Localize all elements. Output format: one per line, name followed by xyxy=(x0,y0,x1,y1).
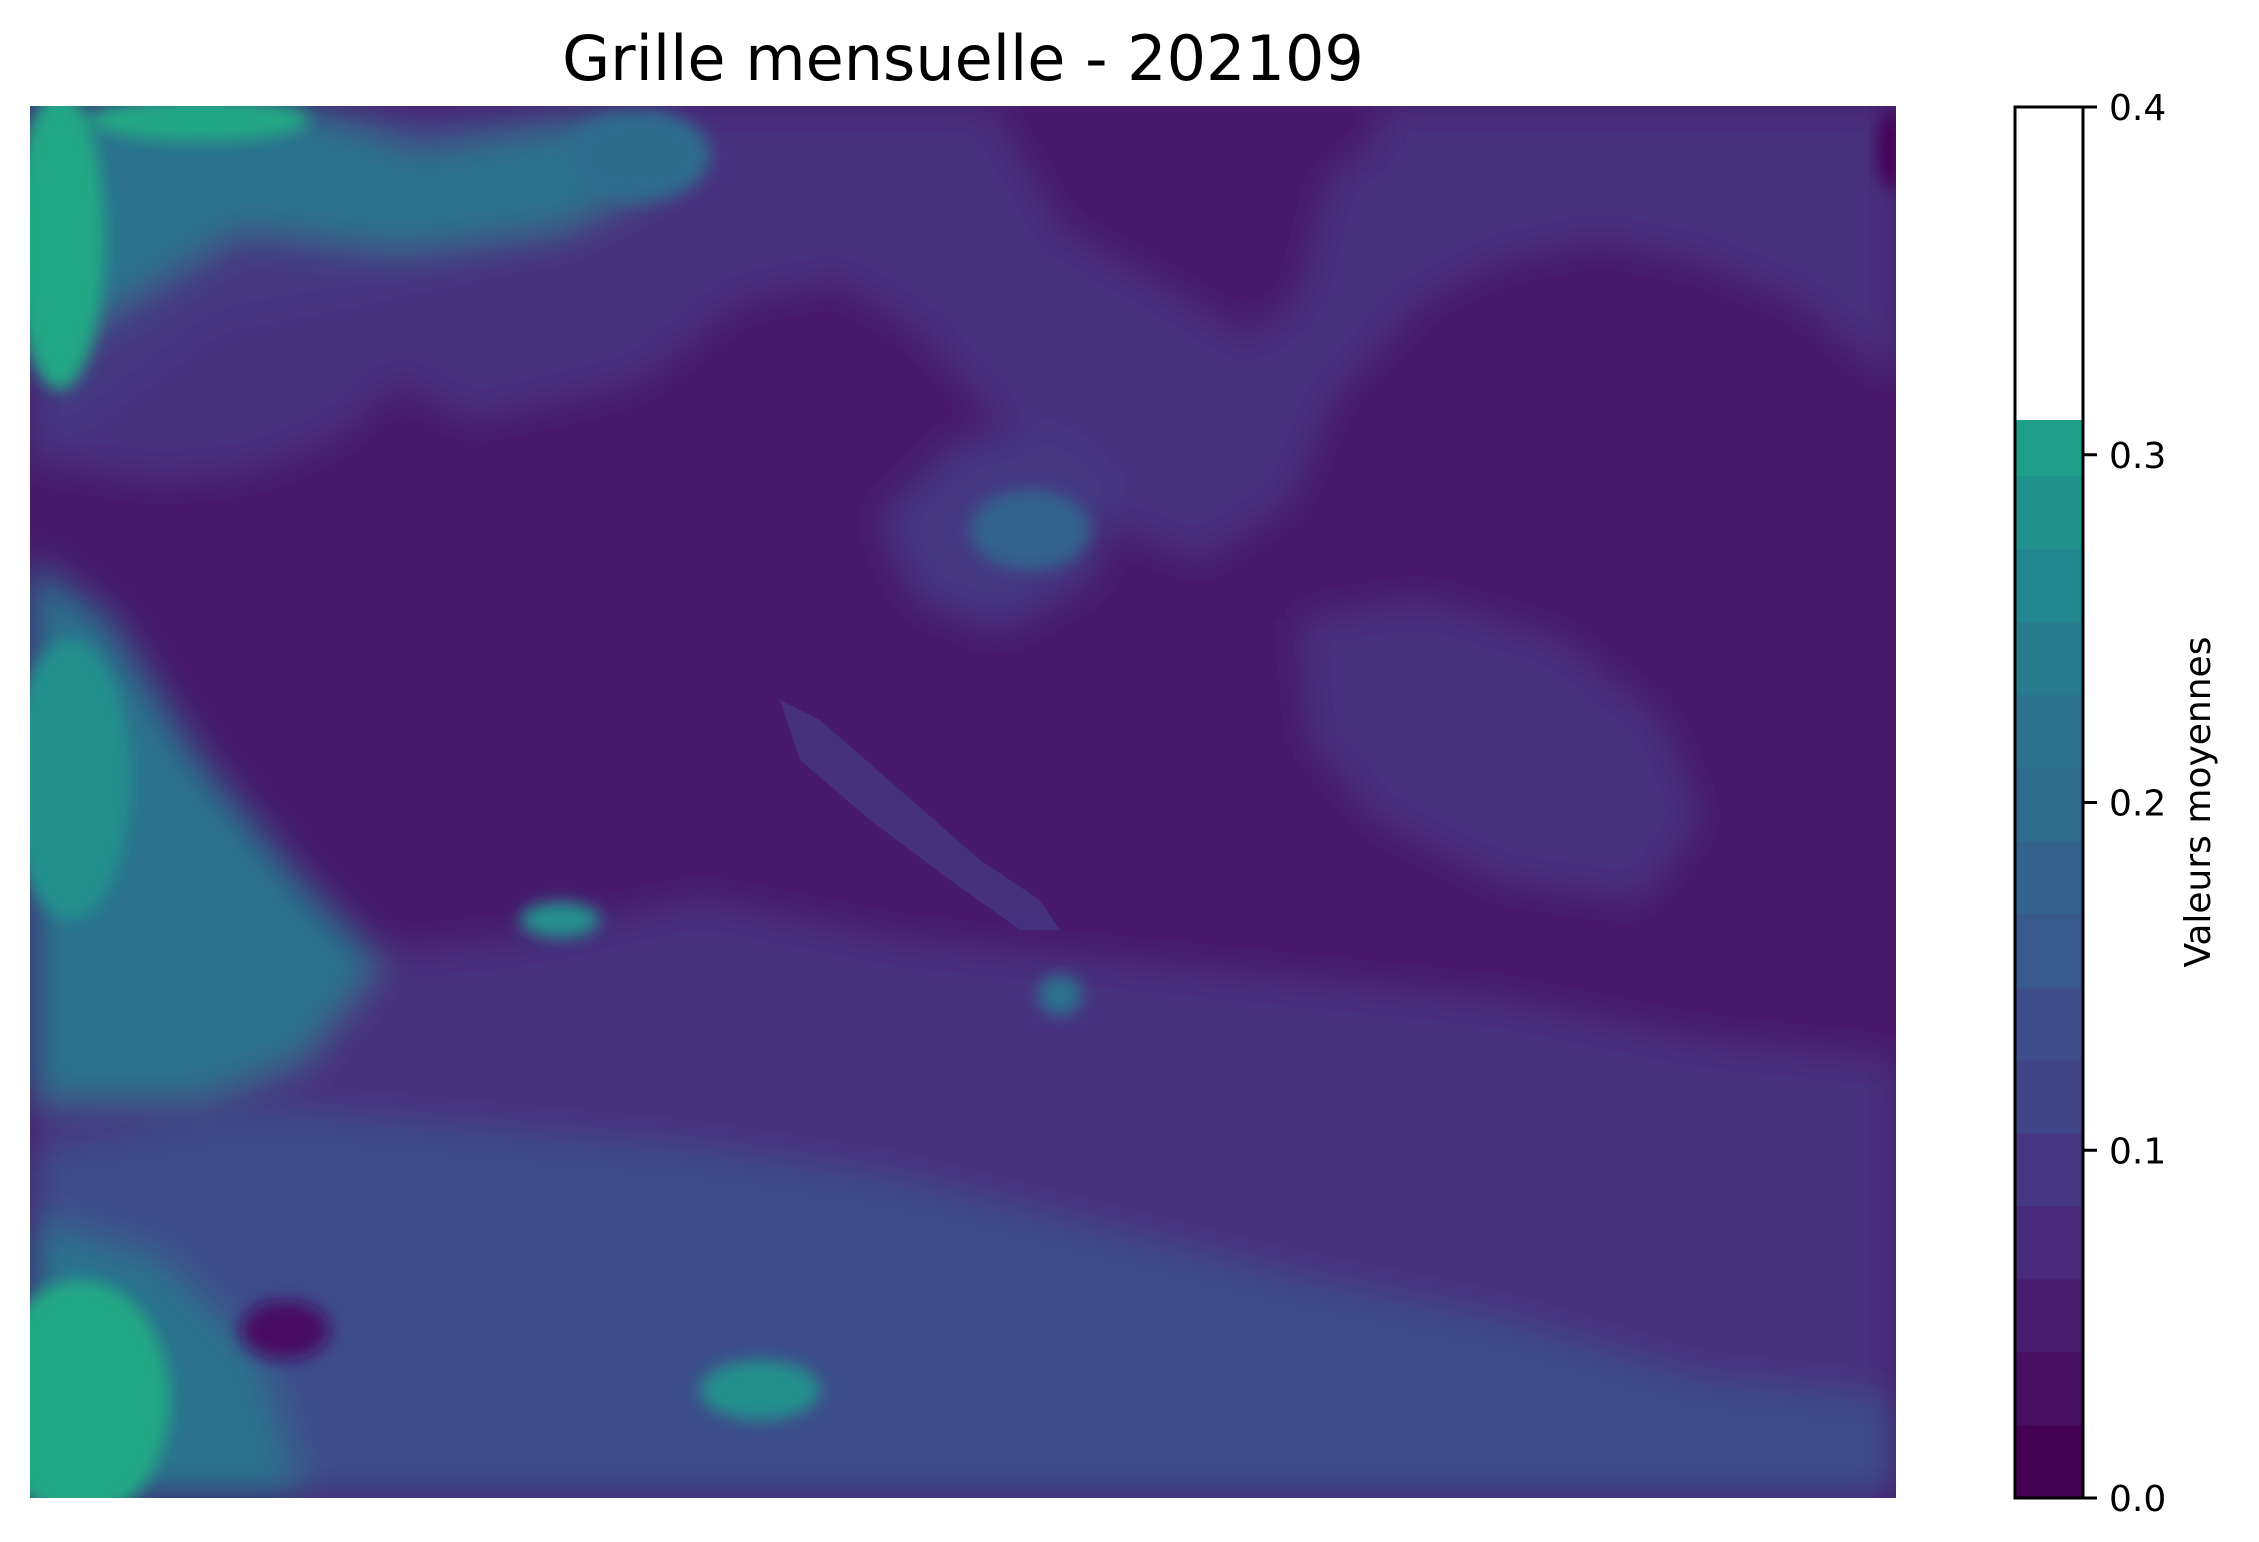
heatmap-peak-bottom-left xyxy=(30,1280,170,1498)
heatmap-peak-top-strip xyxy=(90,106,310,142)
colorbar-band xyxy=(2015,621,2083,696)
colorbar-band xyxy=(2015,1351,2083,1426)
heatmap-peak-bottom-center xyxy=(700,1360,820,1420)
colorbar-tick-label: 0.3 xyxy=(2109,436,2166,477)
colorbar-band xyxy=(2015,986,2083,1061)
colorbar: 0.0 0.1 0.2 0.3 0.4 Valeurs moyennes xyxy=(2013,88,2219,1520)
colorbar-tick-label: 0.0 xyxy=(2109,1479,2166,1520)
heatmap-peak-top-left xyxy=(30,106,105,390)
colorbar-band xyxy=(2015,1278,2083,1353)
heatmap-peak-center-left xyxy=(520,902,600,938)
colorbar-band xyxy=(2015,1205,2083,1280)
colorbar-band xyxy=(2015,548,2083,623)
heatmap-peak-left-mid xyxy=(30,640,130,920)
colorbar-label: Valeurs moyennes xyxy=(2178,637,2219,968)
chart-title: Grille mensuelle - 202109 xyxy=(562,22,1364,95)
heatmap-region-lower-blue xyxy=(30,1110,1896,1498)
heatmap-region-right-blob xyxy=(1300,600,1700,900)
colorbar-tick-label: 0.4 xyxy=(2109,88,2166,129)
heatmap-peak-upper-center xyxy=(970,490,1090,570)
heatmap-peak-top-left-blue xyxy=(570,110,710,200)
heatmap-region-top-left-teal xyxy=(30,106,680,360)
colorbar-band xyxy=(2015,475,2083,550)
colorbar-band xyxy=(2015,419,2083,477)
colorbar-band xyxy=(2015,767,2083,842)
colorbar-tick-label: 0.1 xyxy=(2109,1131,2166,1172)
heatmap-island-chain xyxy=(780,700,1060,930)
colorbar-band xyxy=(2015,913,2083,988)
colorbar-band xyxy=(2015,1132,2083,1207)
heatmap-field xyxy=(30,106,1896,1498)
colorbar-bands xyxy=(2015,419,2083,1499)
heatmap-low-right-edge xyxy=(1878,110,1896,190)
colorbar-ticks: 0.0 0.1 0.2 0.3 0.4 xyxy=(2083,88,2166,1520)
colorbar-tick-label: 0.2 xyxy=(2109,784,2166,825)
colorbar-band xyxy=(2015,694,2083,769)
colorbar-band xyxy=(2015,1424,2083,1499)
heatmap-low-bottom-left xyxy=(240,1300,330,1360)
heatmap-peak-south-island xyxy=(1038,975,1082,1015)
colorbar-band xyxy=(2015,840,2083,915)
colorbar-band xyxy=(2015,1059,2083,1134)
